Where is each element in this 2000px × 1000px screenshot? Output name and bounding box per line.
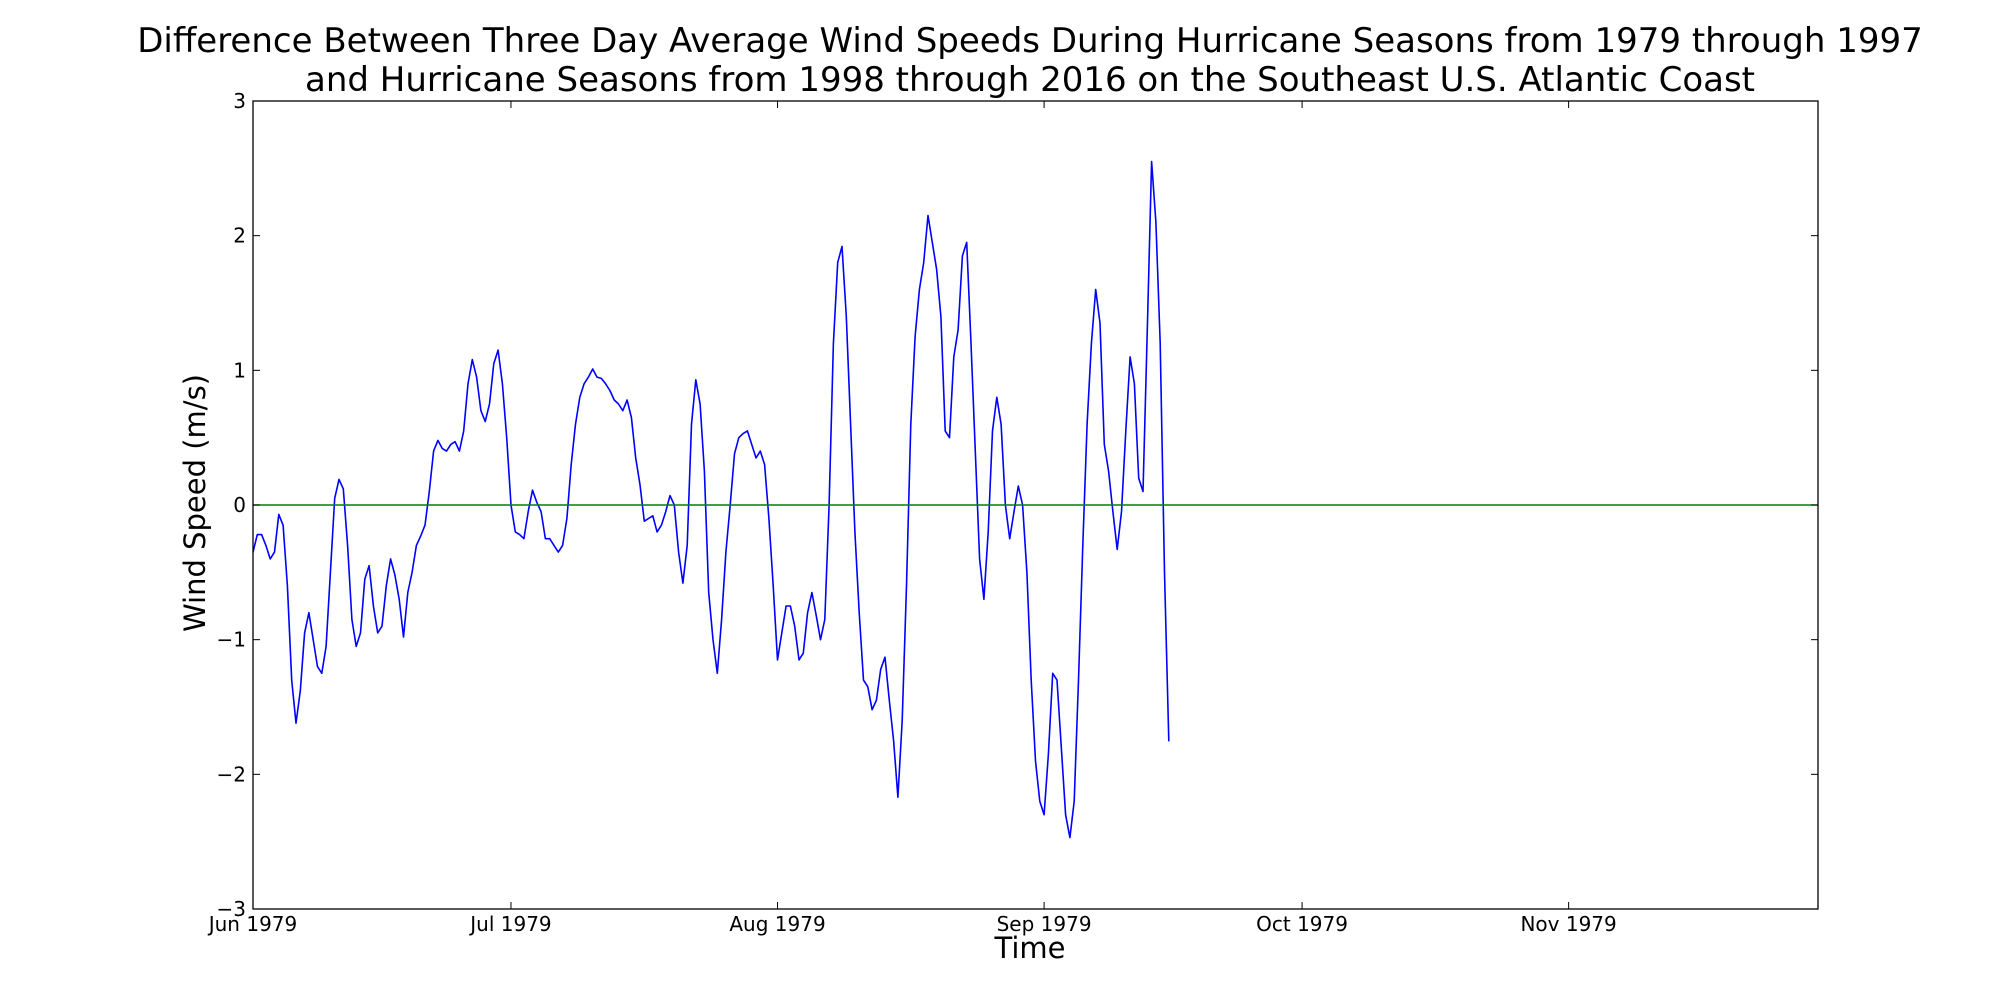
wind-speed-difference-line bbox=[253, 160, 1170, 839]
x-tick-label: Nov 1979 bbox=[1520, 912, 1616, 936]
plot-area bbox=[252, 100, 1819, 910]
x-tick-label: Aug 1979 bbox=[729, 912, 825, 936]
x-tick-label: Oct 1979 bbox=[1256, 912, 1348, 936]
y-tick-label: −2 bbox=[217, 762, 246, 786]
y-tick-label: 2 bbox=[233, 224, 246, 248]
y-tick-label: 3 bbox=[233, 89, 246, 113]
axis-ticks: Jun 1979 Jul 1979 Aug 1979 Sep 1979 Oct 1979… bbox=[207, 89, 1818, 936]
chart-title-line-1: Difference Between Three Day Average Win… bbox=[137, 21, 1923, 61]
y-tick-label: 0 bbox=[233, 493, 246, 517]
chart-title-line-2: and Hurricane Seasons from 1998 through … bbox=[305, 60, 1755, 100]
x-tick-label: Jul 1979 bbox=[468, 912, 551, 936]
series-group bbox=[253, 160, 1818, 839]
x-tick-label: Sep 1979 bbox=[997, 912, 1092, 936]
y-tick-label: −1 bbox=[217, 628, 246, 652]
x-axis-label: Time bbox=[994, 931, 1066, 965]
y-tick-label: −3 bbox=[217, 897, 246, 921]
y-axis-label: Wind Speed (m/s) bbox=[178, 374, 212, 632]
x-tick-label: Jun 1979 bbox=[207, 912, 298, 936]
y-tick-label: 1 bbox=[233, 358, 246, 382]
